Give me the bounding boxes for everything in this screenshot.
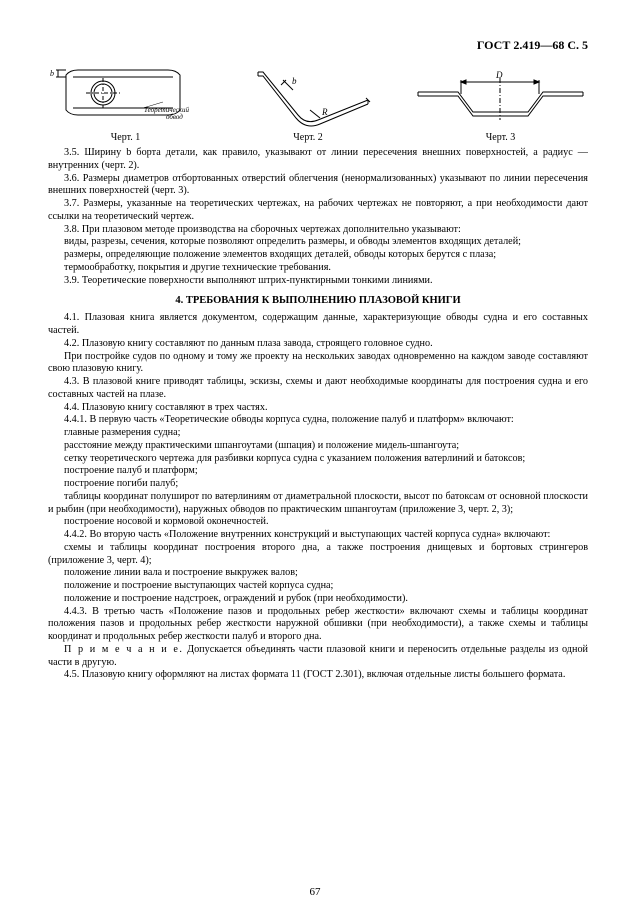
para-4-4-2: 4.4.2. Во вторую часть «Положение внутре… xyxy=(48,529,588,542)
body-text-section-4: 4.1. Плазовая книга является документом,… xyxy=(48,312,588,682)
para-4-4-1: 4.4.1. В первую часть «Теоретические обв… xyxy=(48,414,588,427)
svg-text:обвод: обвод xyxy=(166,113,183,121)
para-3-8c: термообработку, покрытия и другие технич… xyxy=(48,262,588,275)
section-4-title: 4. ТРЕБОВАНИЯ К ВЫПОЛНЕНИЮ ПЛАЗОВОЙ КНИГ… xyxy=(48,295,588,306)
svg-text:b: b xyxy=(292,76,297,86)
figure-3-caption: Черт. 3 xyxy=(413,132,588,143)
para-4-4-1d: построение палуб и платформ; xyxy=(48,465,588,478)
para-4-3: 4.3. В плазовой книге приводят таблицы, … xyxy=(48,376,588,402)
para-3-6: 3.6. Размеры диаметров отбортованных отв… xyxy=(48,173,588,199)
para-4-4-2a: схемы и таблицы координат построения вто… xyxy=(48,542,588,568)
para-4-4-1c: сетку теоретического чертежа для разбивк… xyxy=(48,453,588,466)
figure-2-svg: b R xyxy=(238,60,378,130)
para-3-5: 3.5. Ширину b борта детали, как правило,… xyxy=(48,147,588,173)
para-3-7: 3.7. Размеры, указанные на теоретических… xyxy=(48,198,588,224)
para-4-4-3: 4.4.3. В третью часть «Положение пазов и… xyxy=(48,606,588,644)
para-4-4-1b: расстояние между практическими шпангоута… xyxy=(48,440,588,453)
para-4-4-1a: главные размерения судна; xyxy=(48,427,588,440)
para-4-2a: При постройке судов по одному и тому же … xyxy=(48,351,588,377)
para-3-9: 3.9. Теоретические поверхности выполняют… xyxy=(48,275,588,288)
figure-3: D Черт. 3 xyxy=(413,60,588,143)
para-4-5: 4.5. Плазовую книгу оформляют на листах … xyxy=(48,669,588,682)
para-4-4: 4.4. Плазовую книгу составляют в трех ча… xyxy=(48,402,588,415)
figures-row: b Теоретический обвод Черт. 1 b xyxy=(48,63,588,143)
para-3-8a: виды, разрезы, сечения, которые позволяю… xyxy=(48,236,588,249)
figure-1: b Теоретический обвод Черт. 1 xyxy=(48,60,203,143)
para-4-4-1f: таблицы координат полуширот по ватерлини… xyxy=(48,491,588,517)
figure-2-caption: Черт. 2 xyxy=(238,132,378,143)
svg-text:D: D xyxy=(495,70,503,80)
header-code: ГОСТ 2.419—68 С. 5 xyxy=(48,38,588,53)
page-number: 67 xyxy=(0,886,630,898)
para-4-4-1e: построение погиби палуб; xyxy=(48,478,588,491)
para-4-4-2d: положение и построение надстроек, огражд… xyxy=(48,593,588,606)
svg-text:b: b xyxy=(50,69,54,78)
para-3-8: 3.8. При плазовом методе производства на… xyxy=(48,224,588,237)
para-4-1: 4.1. Плазовая книга является документом,… xyxy=(48,312,588,338)
para-4-4-2b: положение линии вала и построение выкруж… xyxy=(48,567,588,580)
para-3-8b: размеры, определяющие положение элементо… xyxy=(48,249,588,262)
body-text-section-3: 3.5. Ширину b борта детали, как правило,… xyxy=(48,147,588,287)
note: П р и м е ч а н и е. Допускается объедин… xyxy=(48,644,588,670)
svg-text:R: R xyxy=(321,107,328,117)
para-4-4-1g: построение носовой и кормовой оконечност… xyxy=(48,516,588,529)
figure-1-caption: Черт. 1 xyxy=(48,132,203,143)
note-prefix: П р и м е ч а н и е. xyxy=(64,644,183,655)
document-page: ГОСТ 2.419—68 С. 5 xyxy=(0,0,630,914)
figure-1-svg: b Теоретический обвод xyxy=(48,60,203,130)
figure-3-svg: D xyxy=(413,60,588,130)
para-4-2: 4.2. Плазовую книгу составляют по данным… xyxy=(48,338,588,351)
figure-2: b R Черт. 2 xyxy=(238,60,378,143)
para-4-4-2c: положение и построение выступающих часте… xyxy=(48,580,588,593)
